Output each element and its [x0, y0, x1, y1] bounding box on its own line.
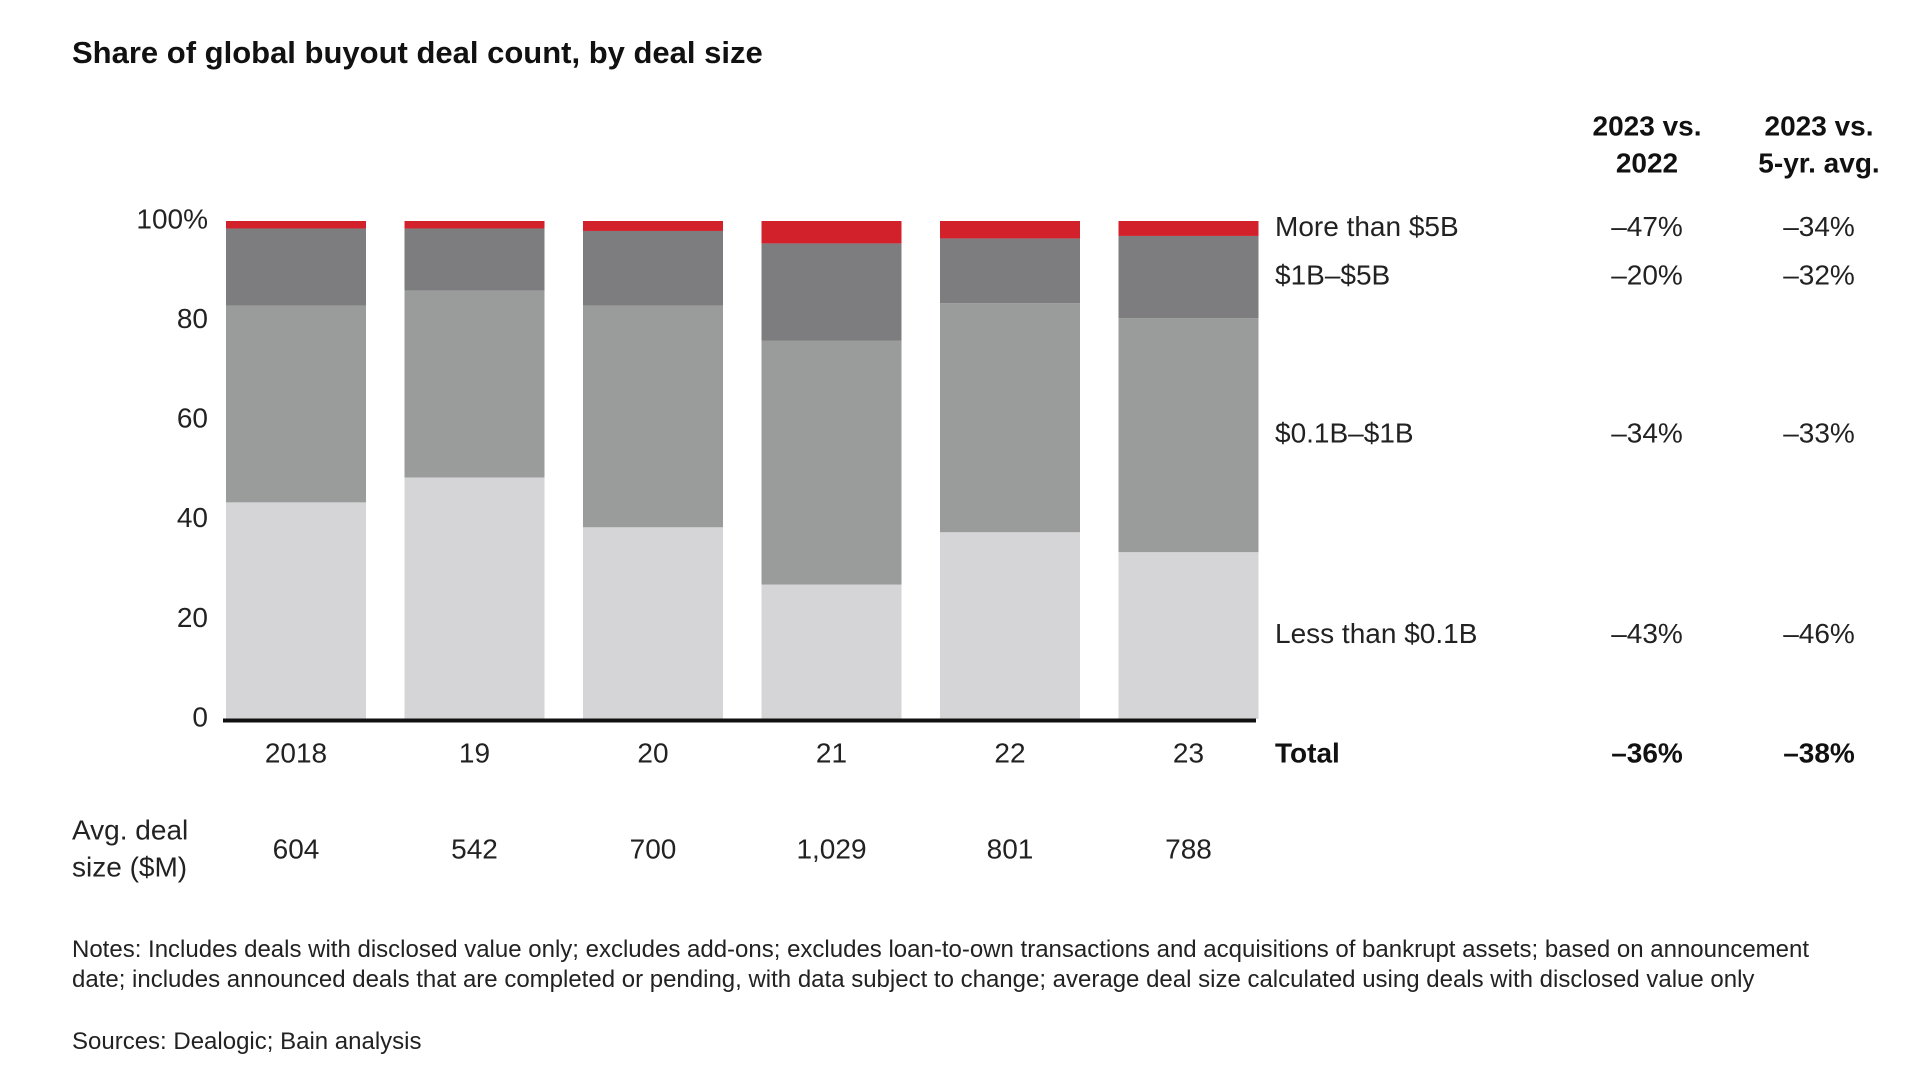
change-value: –46% [1783, 618, 1855, 649]
legend-label: More than $5B [1275, 211, 1459, 242]
change-value: –32% [1783, 259, 1855, 290]
bar-segment [1118, 235, 1259, 319]
avg-deal-size: 700 [630, 833, 677, 864]
column-header: 2023 vs. [1593, 110, 1702, 141]
bar-segment [583, 230, 723, 306]
column-header: 2022 [1616, 147, 1678, 178]
avg-deal-size: 604 [273, 833, 320, 864]
bar-segment [404, 221, 545, 229]
bar-segment [940, 221, 1080, 239]
bar-segment [1118, 318, 1259, 553]
notes: Notes: Includes deals with disclosed val… [72, 936, 1810, 993]
total-change: –38% [1783, 737, 1855, 768]
column-header: 5-yr. avg. [1758, 147, 1879, 178]
bar-segment [404, 290, 545, 478]
avg-deal-size: 788 [1165, 833, 1212, 864]
x-tick-label: 23 [1173, 737, 1204, 768]
bar-segment [761, 221, 902, 244]
bar-segment [226, 228, 366, 306]
y-tick-label: 40 [177, 502, 208, 533]
bar-segment [404, 477, 545, 719]
bar-segment [583, 305, 723, 528]
sources: Sources: Dealogic; Bain analysis [72, 1028, 422, 1055]
bar-segment [583, 221, 723, 231]
change-value: –43% [1611, 618, 1683, 649]
y-tick-label: 0 [192, 701, 208, 732]
change-value: –34% [1783, 211, 1855, 242]
avg-deal-size: 1,029 [796, 833, 866, 864]
total-change: –36% [1611, 737, 1683, 768]
bar-segment [761, 340, 902, 585]
avg-deal-size: 542 [451, 833, 498, 864]
bar-segment [940, 238, 1080, 304]
bar-segment [1118, 552, 1259, 719]
x-tick-label: 19 [459, 737, 490, 768]
bar-segment [226, 221, 366, 229]
bar-segment [940, 303, 1080, 533]
bar-segment [226, 502, 366, 719]
change-value: –33% [1783, 418, 1855, 449]
y-tick-label: 20 [177, 602, 208, 633]
legend-label: $0.1B–$1B [1275, 418, 1414, 449]
y-tick-label: 60 [177, 403, 208, 434]
total-label: Total [1275, 737, 1340, 768]
y-tick-label: 80 [177, 303, 208, 334]
legend-label: $1B–$5B [1275, 259, 1390, 290]
x-tick-label: 21 [816, 737, 847, 768]
x-tick-label: 20 [637, 737, 668, 768]
bar-segment [583, 527, 723, 719]
bar-segment [940, 532, 1080, 719]
change-value: –47% [1611, 211, 1683, 242]
column-header: 2023 vs. [1765, 110, 1874, 141]
bar-segment [761, 584, 902, 719]
change-value: –20% [1611, 259, 1683, 290]
avg-deal-size: 801 [987, 833, 1034, 864]
chart: Share of global buyout deal count, by de… [72, 35, 1880, 882]
x-tick-label: 2018 [265, 737, 327, 768]
y-tick-label: 100% [136, 203, 208, 234]
x-tick-label: 22 [994, 737, 1025, 768]
avg-deal-size-label: Avg. deal [72, 814, 188, 845]
bar-segment [761, 243, 902, 341]
avg-deal-size-label: size ($M) [72, 851, 187, 882]
legend-label: Less than $0.1B [1275, 618, 1477, 649]
bar-segment [226, 305, 366, 503]
bar-segment [1118, 221, 1259, 236]
chart-title: Share of global buyout deal count, by de… [72, 35, 763, 70]
bar-segment [404, 228, 545, 291]
change-value: –34% [1611, 418, 1683, 449]
